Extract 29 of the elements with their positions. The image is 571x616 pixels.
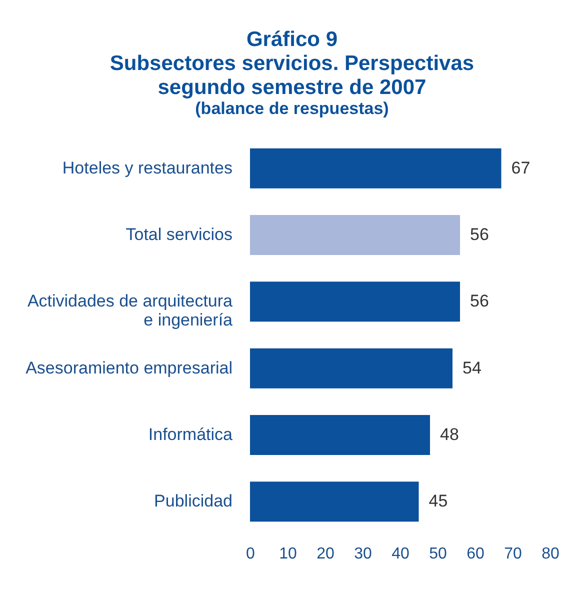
chart-title: Gráfico 9 Subsectores servicios. Perspectivas segundo semestre de 2007 — [110, 28, 474, 99]
bar — [250, 282, 460, 322]
bar — [250, 482, 419, 522]
data-label: 56 — [470, 292, 489, 311]
x-tick-label: 10 — [279, 546, 297, 562]
x-tick-label: 50 — [429, 546, 447, 562]
data-label: 54 — [462, 358, 482, 378]
y-tick-label: Asesoramiento empresarial — [26, 358, 232, 378]
x-tick-label: 80 — [542, 546, 560, 562]
chart-subtitle: (balance de respuestas) — [195, 99, 389, 118]
x-tick-label: 60 — [466, 546, 484, 562]
data-label: 67 — [511, 158, 530, 178]
y-tick-label: Publicidad — [154, 492, 232, 511]
x-tick-label: 20 — [316, 546, 334, 562]
bar — [250, 415, 430, 455]
bar — [250, 148, 502, 188]
x-tick-label: 70 — [504, 546, 522, 562]
x-tick-label: 40 — [392, 546, 410, 562]
y-tick-label: Informática — [148, 425, 234, 444]
data-label: 48 — [440, 425, 459, 444]
x-tick-label: 0 — [246, 546, 256, 562]
bar — [250, 215, 460, 255]
bar — [250, 348, 452, 388]
x-tick-label: 30 — [354, 546, 372, 562]
data-label: 56 — [470, 225, 489, 244]
y-tick-label: Total servicios — [126, 225, 232, 244]
y-tick-label: Actividades de arquitectura e ingeniería — [27, 292, 234, 330]
y-tick-label: Hoteles y restaurantes — [62, 158, 232, 178]
data-label: 45 — [428, 492, 448, 511]
